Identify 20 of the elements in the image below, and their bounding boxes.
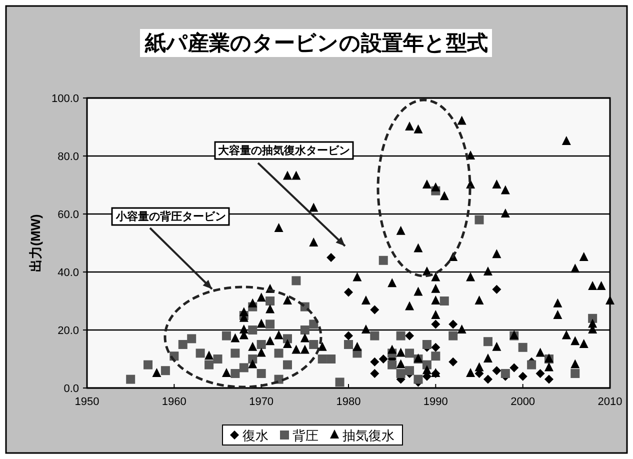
y-tick-label: 80.0 [58,151,79,163]
x-tick-label: 1950 [74,396,100,408]
x-tick-label: 1990 [423,396,448,408]
annotation: 小容量の背圧タービン [115,210,226,223]
legend-label: 背圧 [292,428,318,443]
y-tick-label: 60.0 [58,209,79,221]
y-tick-label: 100.0 [51,93,79,105]
legend-label: 復水 [242,428,268,443]
chart-title: 紙パ産業のタービンの設置年と型式 [144,31,488,55]
annotation: 大容量の抽気復水タービン [218,144,350,157]
x-tick-label: 2010 [598,396,622,408]
x-tick-label: 2000 [510,396,536,408]
y-tick-label: 20.0 [58,325,79,337]
x-tick-label: 1970 [249,396,274,408]
legend-label: 抽気復水 [342,428,394,443]
y-tick-label: 40.0 [58,267,79,279]
y-tick-label: 0.0 [64,383,79,395]
x-tick-label: 1960 [162,396,186,408]
x-tick-label: 1980 [336,396,361,408]
y-axis-title: 出力(MW) [28,214,43,272]
